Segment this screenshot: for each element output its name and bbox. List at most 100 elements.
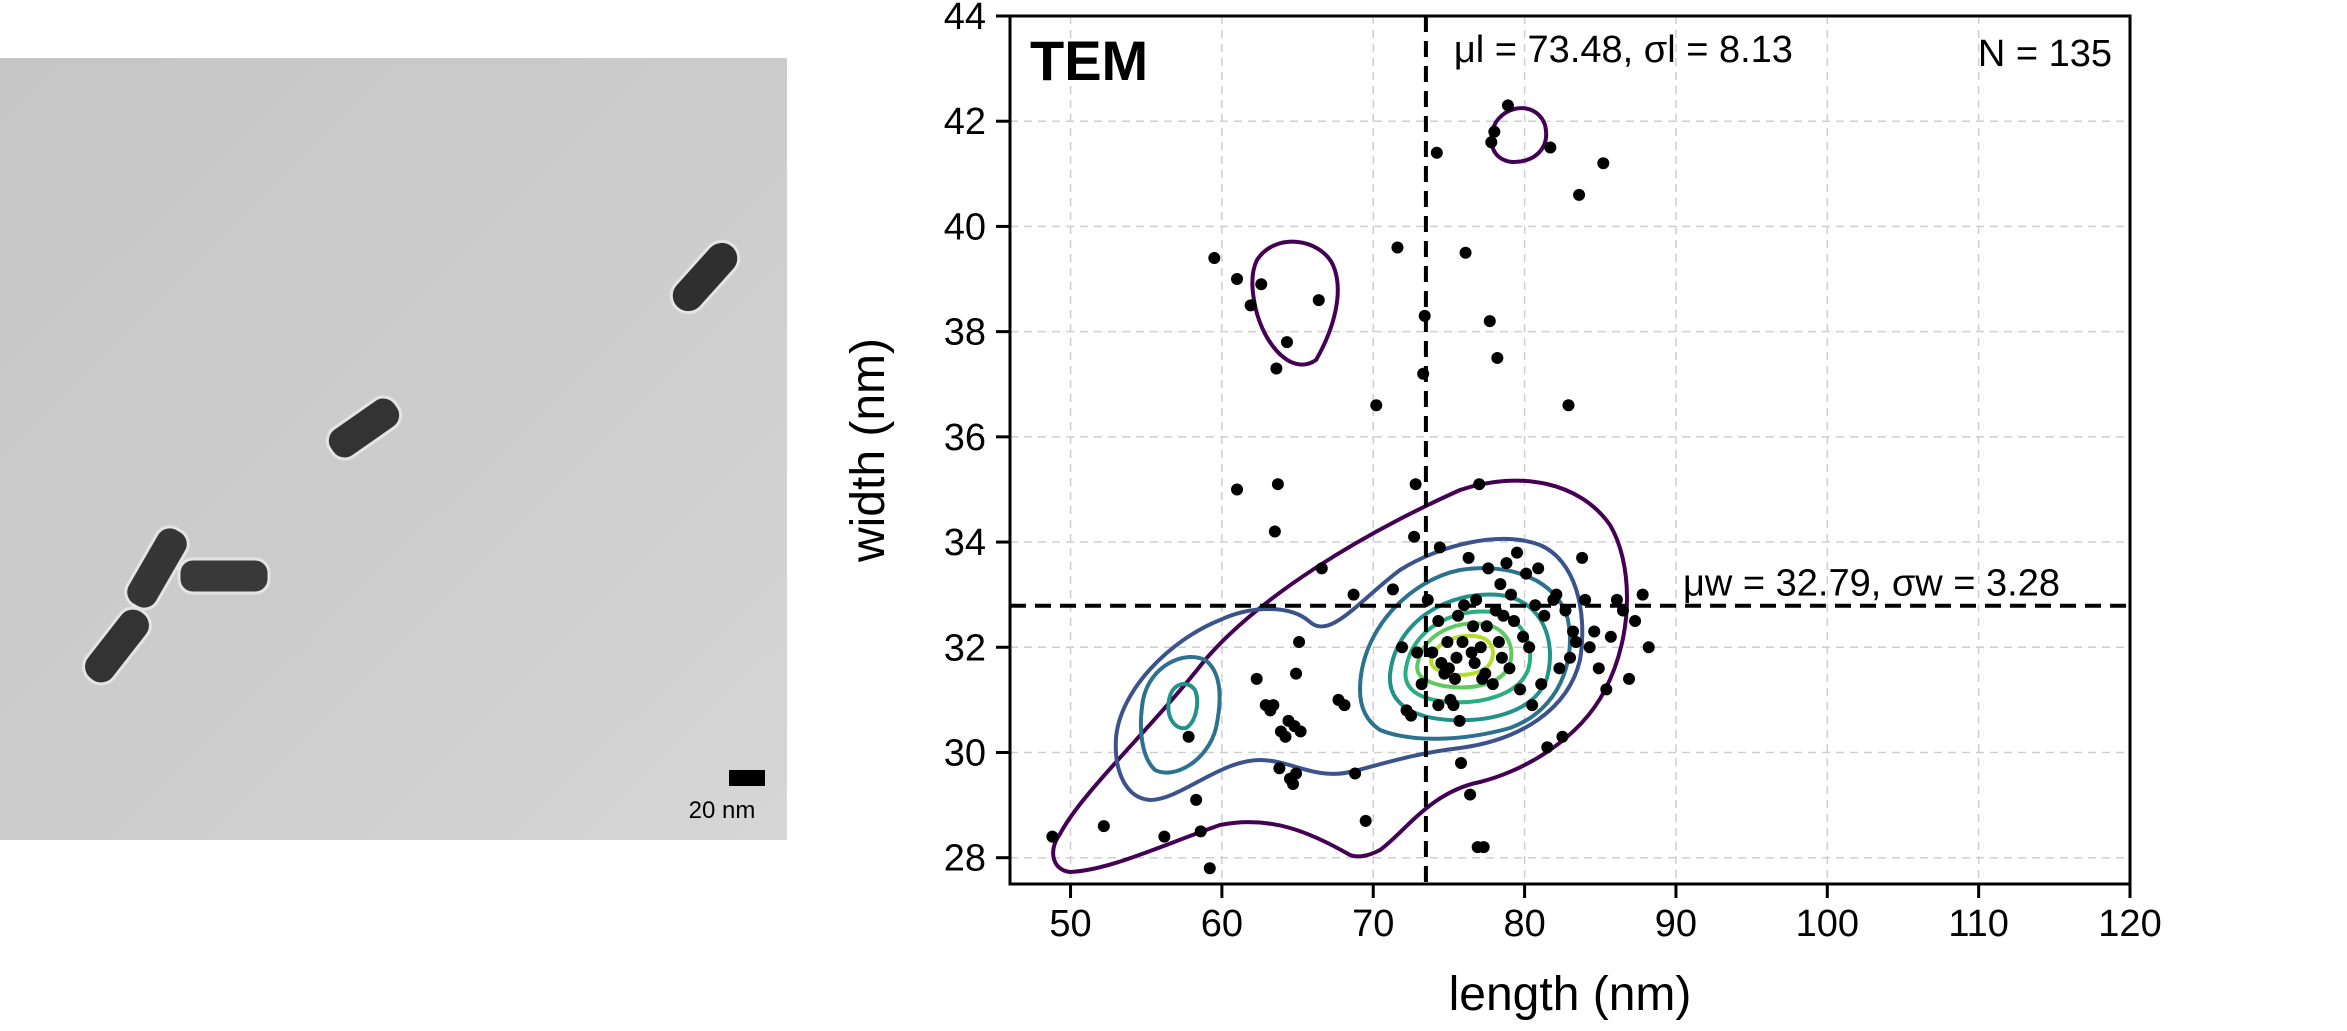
scatter-point [1495, 651, 1508, 664]
x-tick-label: 90 [1655, 903, 1697, 945]
scale-bar-label: 20 nm [689, 797, 756, 824]
scatter-point [1562, 399, 1575, 412]
scatter-point [1455, 757, 1468, 770]
scatter-point [1468, 657, 1481, 670]
scatter-point [1642, 641, 1655, 654]
scatter-point [1426, 646, 1439, 659]
tem-image: 20 nm [0, 58, 787, 840]
scatter-point [1391, 241, 1404, 254]
density-contour [1113, 537, 1585, 803]
y-tick-label: 40 [944, 206, 986, 248]
scatter-point [1579, 593, 1592, 606]
scatter-point [1600, 683, 1613, 696]
density-contour [1166, 682, 1200, 731]
x-tick-label: 100 [1796, 903, 1859, 945]
scatter-point [1158, 830, 1171, 843]
scatter-point [1359, 814, 1372, 827]
axis-ticks: 50 60 70 80 90 100 110 120 28 30 32 34 36 38 40 42 44 [944, 0, 2162, 945]
scatter-point [1483, 315, 1496, 328]
scatter-point [1194, 825, 1207, 838]
scatter-point [1500, 557, 1513, 570]
scatter-point [1470, 593, 1483, 606]
scatter-point [1450, 651, 1463, 664]
scatter-point [1597, 157, 1610, 170]
scatter-point [1280, 336, 1293, 349]
scatter-point [1511, 546, 1524, 559]
scatter-point [1486, 678, 1499, 691]
sample-count: N = 135 [1978, 33, 2112, 75]
scatter-point [1474, 641, 1487, 654]
density-contour [1051, 478, 1629, 875]
plot-frame [1008, 14, 2132, 886]
scatter-point [1497, 609, 1510, 622]
scatter-point [1287, 778, 1300, 791]
scatter-point [1462, 551, 1475, 564]
scatter-point [1267, 699, 1280, 712]
y-tick-label: 32 [944, 627, 986, 669]
scatter-point [1203, 862, 1216, 875]
scatter-point [1514, 683, 1527, 696]
nanorod [177, 557, 271, 595]
scatter-point [1623, 672, 1636, 685]
nanorod [669, 239, 741, 315]
density-contour [1139, 654, 1222, 775]
density-contour [1489, 106, 1549, 165]
y-tick-label: 30 [944, 732, 986, 774]
density-contour [1387, 592, 1552, 723]
x-tick-label: 70 [1352, 903, 1394, 945]
density-contours [1051, 106, 1629, 875]
scatter-point [1293, 636, 1306, 649]
scatter-point [1526, 699, 1539, 712]
scatter-point [1046, 830, 1059, 843]
scatter-point [1453, 714, 1466, 727]
x-axis-label: length (nm) [1449, 968, 1692, 1021]
scale-bar [729, 770, 765, 786]
scatter-point [1467, 620, 1480, 633]
scatter-point [1290, 667, 1303, 680]
scatter-point [1244, 299, 1257, 312]
x-tick-label: 60 [1201, 903, 1243, 945]
scatter-point [1508, 614, 1520, 627]
y-tick-label: 36 [944, 417, 986, 459]
scatter-point [1433, 541, 1446, 554]
scatter-point [1279, 730, 1292, 743]
scatter-point [1588, 625, 1601, 638]
scatter-point [1386, 583, 1399, 596]
x-tick-label: 50 [1049, 903, 1091, 945]
scatter-point [1347, 588, 1360, 601]
scatter-point [1456, 636, 1469, 649]
scatter-point [1573, 188, 1586, 201]
scatter-point [1523, 641, 1536, 654]
y-tick-label: 34 [944, 522, 986, 564]
scatter-point [1315, 562, 1328, 575]
scatter-points [1046, 99, 1655, 875]
scatter-point [1576, 551, 1589, 564]
scatter-point [1294, 725, 1307, 738]
x-tick-label: 110 [1948, 903, 2009, 945]
scatter-point [1520, 567, 1533, 580]
scatter-point [1441, 636, 1454, 649]
scatter-point [1432, 614, 1445, 627]
scatter-point [1564, 651, 1576, 664]
scatter-point [1473, 478, 1486, 491]
y-tick-label: 38 [944, 312, 986, 354]
scatter-point [1255, 278, 1268, 291]
scatter-point [1370, 399, 1383, 412]
scatter-point [1550, 588, 1563, 601]
scatter-point [1604, 630, 1617, 643]
y-tick-label: 28 [944, 838, 986, 880]
scatter-point [1290, 767, 1303, 780]
scatter-point [1190, 793, 1203, 806]
scatter-point [1097, 820, 1110, 833]
scatter-point [1452, 609, 1464, 622]
scatter-point [1338, 699, 1351, 712]
scatter-point [1477, 841, 1490, 854]
panel-label: TEM [1030, 29, 1148, 92]
width-stats-annotation: μw = 32.79, σw = 3.28 [1683, 563, 2060, 605]
scatter-point [1592, 662, 1605, 675]
scatter-point [1610, 593, 1623, 606]
scatter-point [1408, 530, 1421, 543]
nanorod [124, 525, 190, 611]
scatter-point [1208, 251, 1221, 264]
scatter-point [1636, 588, 1649, 601]
